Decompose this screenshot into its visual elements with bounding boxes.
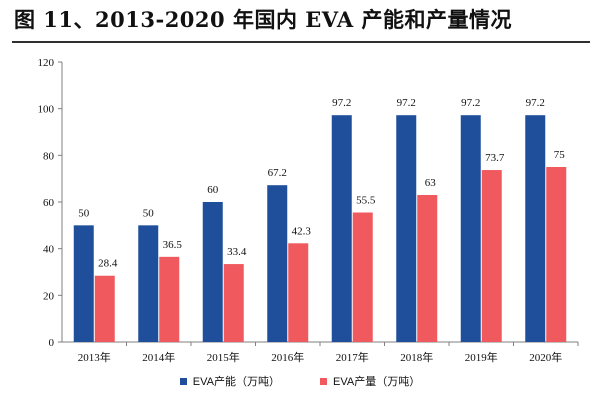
legend-label-output: EVA产量（万吨）	[333, 376, 421, 388]
legend-label-capacity: EVA产能（万吨）	[192, 376, 280, 388]
data-label-output: 28.4	[98, 258, 118, 270]
data-label-capacity: 97.2	[397, 97, 416, 109]
bar-output	[288, 243, 309, 342]
legend-swatch-capacity	[179, 377, 187, 385]
bar-capacity	[460, 115, 481, 342]
y-tick-label: 60	[43, 197, 55, 209]
bar-capacity	[396, 115, 417, 342]
bar-output	[159, 256, 180, 342]
data-label-capacity: 97.2	[461, 97, 480, 109]
data-label-capacity: 67.2	[268, 167, 287, 179]
y-tick-label: 20	[43, 290, 55, 302]
y-tick-label: 120	[38, 57, 55, 69]
x-tick-label: 2013年	[78, 350, 111, 364]
data-label-capacity: 97.2	[332, 97, 351, 109]
data-label-output: 63	[425, 177, 437, 189]
data-label-capacity: 60	[207, 184, 219, 196]
data-label-output: 75	[554, 149, 566, 161]
bar-output	[94, 275, 115, 342]
bar-output	[417, 195, 438, 342]
x-tick-label: 2015年	[207, 350, 240, 364]
bar-output	[223, 264, 244, 342]
data-label-output: 73.7	[485, 152, 505, 164]
bar-output	[481, 170, 502, 342]
x-tick-label: 2019年	[465, 350, 498, 364]
data-label-output: 42.3	[292, 225, 312, 237]
data-label-capacity: 97.2	[526, 97, 545, 109]
x-tick-label: 2016年	[271, 350, 304, 364]
chart-title: 图 11、2013-2020 年国内 EVA 产能和产量情况	[14, 7, 513, 32]
bar-output	[352, 212, 373, 342]
y-tick-label: 0	[49, 337, 55, 349]
x-tick-label: 2018年	[400, 350, 433, 364]
data-label-output: 36.5	[163, 239, 183, 251]
legend: EVA产能（万吨） EVA产量（万吨）	[0, 372, 600, 390]
bar-capacity	[138, 225, 159, 342]
legend-item-output: EVA产量（万吨）	[320, 373, 420, 389]
x-tick-label: 2017年	[336, 350, 369, 364]
title-divider	[12, 41, 590, 43]
y-tick-label: 40	[43, 244, 55, 256]
bar-capacity	[525, 115, 546, 342]
data-label-output: 33.4	[227, 246, 247, 258]
bar-capacity	[331, 115, 352, 342]
y-tick-label: 100	[38, 104, 55, 116]
legend-item-capacity: EVA产能（万吨）	[179, 373, 280, 389]
bar-capacity	[73, 225, 94, 342]
bar-capacity	[267, 185, 288, 342]
bar-capacity	[202, 202, 223, 342]
data-label-capacity: 50	[143, 207, 155, 219]
data-label-output: 55.5	[356, 195, 376, 207]
data-label-capacity: 50	[78, 207, 90, 219]
legend-swatch-output	[320, 377, 327, 385]
x-tick-label: 2020年	[529, 350, 562, 364]
bar-chart: 0 20 40 60 80 100 120 2013年 50 28.4 2014年 50 36.5 201…	[38, 57, 579, 364]
x-tick-label: 2014年	[142, 350, 175, 364]
bar-output	[546, 167, 567, 342]
y-tick-label: 80	[43, 150, 55, 162]
